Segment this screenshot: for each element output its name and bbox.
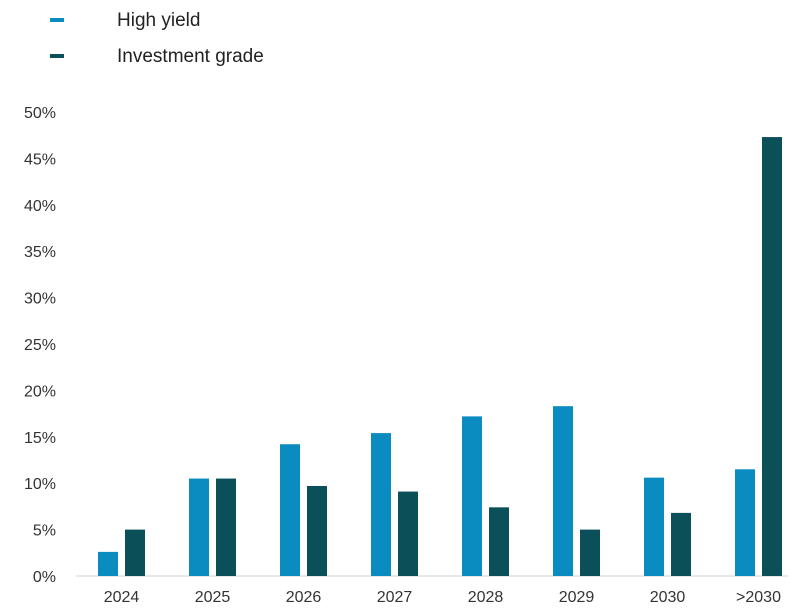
bar-investment-grade-5 [580, 529, 600, 576]
y-tick-label: 20% [24, 383, 56, 400]
x-tick-label: 2027 [377, 589, 413, 606]
x-tick-label: 2028 [468, 589, 504, 606]
legend: High yield Investment grade [50, 10, 264, 67]
y-tick-label: 45% [24, 151, 56, 168]
x-tick-label: >2030 [736, 589, 781, 606]
y-tick-label: 25% [24, 337, 56, 354]
x-tick-label: 2024 [104, 589, 140, 606]
y-tick-label: 0% [33, 569, 56, 586]
bar-investment-grade-1 [216, 478, 236, 576]
bar-high-yield-6 [644, 477, 664, 576]
x-tick-label: 2030 [650, 589, 686, 606]
legend-swatch-0 [50, 18, 64, 22]
y-tick-label: 15% [24, 430, 56, 447]
bar-high-yield-4 [462, 416, 482, 576]
y-tick-label: 10% [24, 476, 56, 493]
legend-label-0: High yield [117, 10, 200, 31]
y-tick-label: 5% [33, 523, 56, 540]
bar-investment-grade-0 [125, 529, 145, 576]
x-tick-label: 2029 [559, 589, 595, 606]
legend-swatch-1 [50, 54, 64, 58]
bar-high-yield-3 [371, 433, 391, 576]
bar-investment-grade-7 [762, 137, 782, 576]
bar-investment-grade-3 [398, 491, 418, 576]
y-tick-label: 30% [24, 291, 56, 308]
bars [98, 137, 782, 576]
bar-high-yield-5 [553, 406, 573, 576]
bar-investment-grade-6 [671, 512, 691, 576]
x-tick-label: 2025 [195, 589, 231, 606]
bar-high-yield-2 [280, 444, 300, 576]
legend-label-1: Investment grade [117, 46, 264, 67]
bar-investment-grade-2 [307, 485, 327, 576]
bar-high-yield-1 [189, 478, 209, 576]
y-axis: 0% 5% 10% 15% 20% 25% 30% 35% 40% 45% 50% [24, 105, 56, 586]
x-axis: 2024 2025 2026 2027 2028 2029 2030 >2030 [104, 589, 781, 606]
y-tick-label: 35% [24, 244, 56, 261]
bar-high-yield-0 [98, 551, 118, 576]
y-tick-label: 40% [24, 198, 56, 215]
x-tick-label: 2026 [286, 589, 322, 606]
bar-investment-grade-4 [489, 507, 509, 576]
bar-high-yield-7 [735, 469, 755, 576]
y-tick-label: 50% [24, 105, 56, 122]
